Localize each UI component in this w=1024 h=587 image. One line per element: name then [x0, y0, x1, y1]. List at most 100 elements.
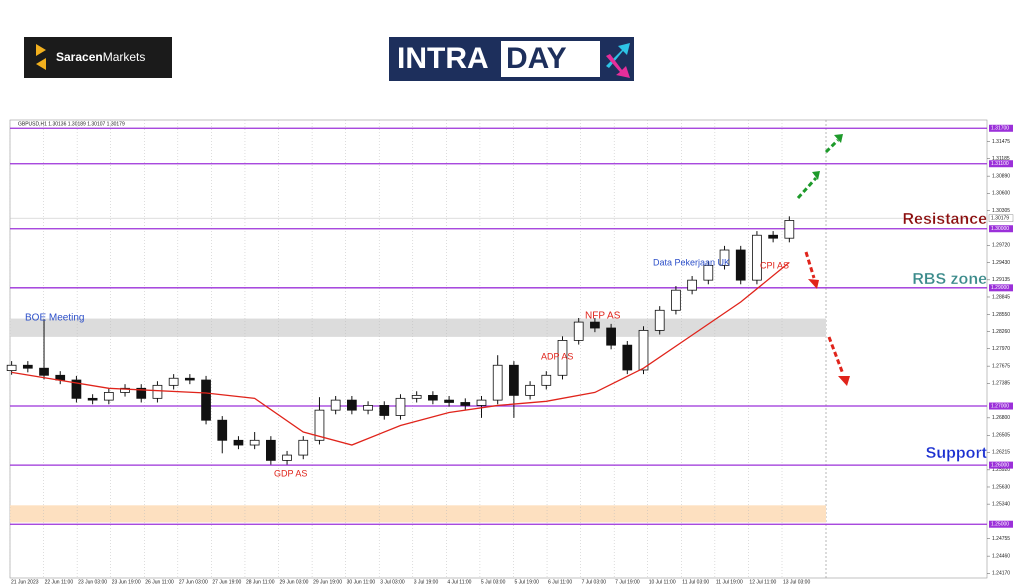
y-tick-label: 1.31185: [992, 156, 1010, 162]
y-tick-label: 1.26505: [992, 433, 1010, 439]
candle-body: [703, 264, 714, 281]
candle-body: [298, 439, 309, 456]
candle-body: [233, 439, 244, 446]
y-tick-label: 1.29720: [992, 243, 1010, 249]
level-label: 1.31700: [991, 126, 1009, 132]
current-price-label: 1.30179: [991, 215, 1009, 221]
arrow-head: [834, 134, 843, 143]
x-tick-label: 4 Jul 11:00: [447, 579, 471, 585]
chart-title: GBPUSD,H1 1.30136 1.30189 1.30107 1.3017…: [18, 121, 125, 127]
brand-rest: Markets: [103, 50, 146, 64]
x-tick-label: 11 Jul 19:00: [716, 579, 743, 585]
candle-body: [22, 364, 33, 369]
candle-body: [103, 392, 114, 401]
y-tick-label: 1.24460: [992, 553, 1010, 559]
candle-body: [638, 329, 649, 371]
candle-body: [347, 399, 357, 411]
candle-body: [671, 289, 681, 311]
candle-body: [87, 397, 98, 401]
candle-body: [201, 379, 211, 421]
candle-body: [395, 397, 406, 416]
candle-body: [492, 364, 503, 401]
x-tick-label: 3 Jul 03:00: [380, 579, 405, 585]
candle-body: [460, 402, 471, 406]
y-tick-label: 1.28845: [992, 294, 1010, 300]
candle-body: [768, 234, 778, 239]
brand-box: [24, 37, 172, 78]
side-label: Resistance: [903, 211, 988, 228]
level-label: 1.27000: [991, 403, 1009, 409]
arrow-down-1: [804, 251, 816, 279]
side-label: Support: [926, 445, 988, 462]
y-tick-label: 1.31475: [992, 139, 1010, 145]
banner-logo: INTRA DAY: [389, 37, 634, 81]
candle-body: [622, 344, 633, 371]
level-label: 1.29000: [991, 285, 1009, 291]
x-tick-label: 28 Jun 11:00: [246, 579, 275, 585]
arrow-head: [812, 171, 820, 180]
current-price-box: [988, 214, 1014, 222]
arrow-head: [808, 279, 819, 289]
y-tick-label: 1.24170: [992, 571, 1010, 577]
brand-bold: Saracen: [56, 50, 103, 64]
candle-body: [444, 399, 454, 403]
annotation: BOE Meeting: [25, 313, 84, 324]
candle-body: [606, 327, 616, 346]
arrow-up-2: [824, 138, 840, 154]
annotation: Data Pekerjaan UK: [653, 257, 730, 267]
candle-body: [330, 399, 341, 411]
candle-body: [476, 399, 487, 406]
banner-a: INTRA: [397, 42, 489, 75]
annotation: NFP AS: [585, 311, 621, 322]
y-tick-label: 1.25630: [992, 484, 1010, 490]
candle-body: [735, 249, 746, 281]
annotation: CPI AS: [760, 260, 789, 270]
candle-body: [590, 321, 600, 329]
candle-body: [71, 379, 82, 399]
moving-average: [11, 261, 790, 446]
candle-body: [266, 439, 276, 461]
brand-icon: [36, 44, 46, 70]
y-tick-label: 1.30890: [992, 173, 1010, 179]
arrow-up-1: [796, 176, 818, 200]
plot: 21 Jun 2023 22 Jun 11:00 23 Jun 03:00 23 Ju…: [6, 120, 1014, 585]
candle-body: [654, 309, 665, 331]
candle-body: [687, 279, 697, 291]
candle-body: [217, 419, 228, 441]
banner-b-box: [501, 41, 600, 77]
candle-body: [363, 405, 373, 411]
banner-arrow-down: [606, 54, 630, 78]
level-label-box: [989, 225, 1013, 233]
y-tick-label: 1.25920: [992, 467, 1010, 473]
x-tick-label: 29 Jun 03:00: [280, 579, 309, 585]
x-tick-label: 11 Jul 03:00: [682, 579, 709, 585]
level-label-box: [989, 284, 1013, 292]
brand-text: SaracenMarkets: [56, 50, 145, 64]
x-tick-label: 27 Jun 19:00: [212, 579, 241, 585]
candle-body: [411, 394, 422, 399]
candle-body: [557, 340, 568, 376]
level-label-box: [989, 520, 1013, 528]
candle-body: [152, 384, 163, 399]
banner-b: DAY: [506, 42, 567, 75]
level-label: 1.25000: [991, 522, 1009, 528]
x-tick-label: 21 Jun 2023: [11, 579, 39, 585]
x-tick-label: 30 Jun 11:00: [347, 579, 376, 585]
side-label: RBS zone: [912, 271, 987, 288]
y-tick-label: 1.25340: [992, 501, 1010, 507]
zone: [10, 505, 826, 523]
arrow-down-2: [827, 336, 845, 375]
candle-body: [314, 409, 325, 441]
x-tick-label: 23 Jun 03:00: [78, 579, 107, 585]
candle-body: [120, 387, 130, 393]
candle-body: [249, 439, 260, 446]
level-label: 1.26000: [991, 462, 1009, 468]
y-tick-label: 1.30305: [992, 208, 1010, 214]
candle-body: [541, 374, 552, 386]
candle-body: [784, 220, 795, 239]
y-tick-label: 1.29135: [992, 277, 1010, 283]
candle-body: [39, 367, 49, 376]
x-tick-label: 7 Jul 03:00: [582, 579, 607, 585]
y-tick-label: 1.27385: [992, 381, 1010, 387]
